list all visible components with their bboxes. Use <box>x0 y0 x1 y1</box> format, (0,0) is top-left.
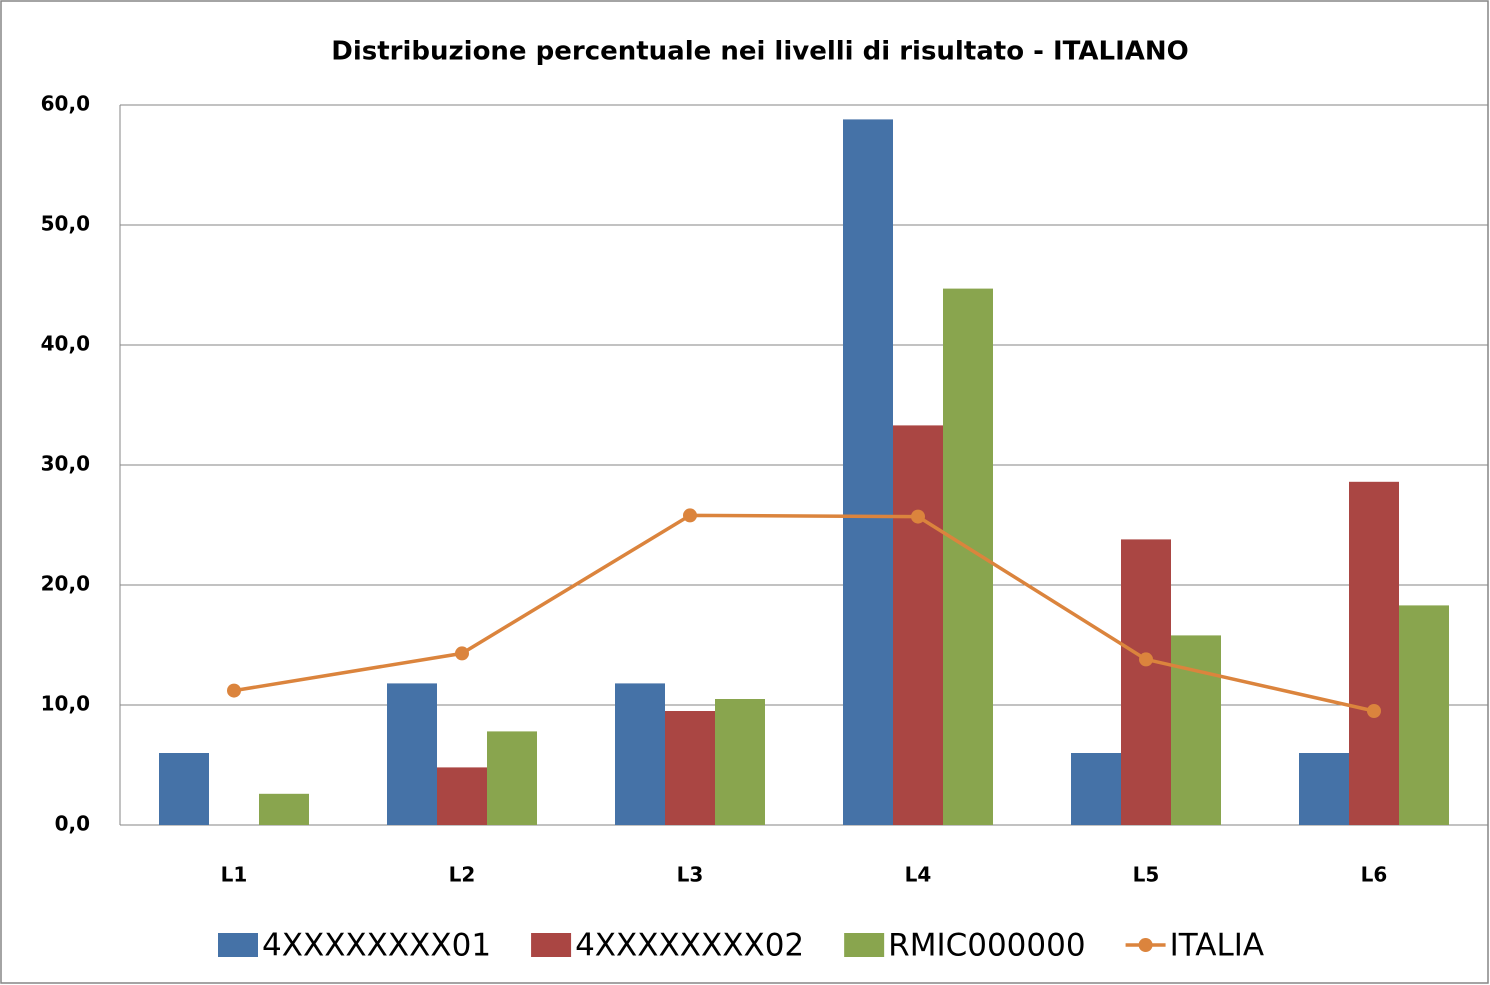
marker <box>1139 652 1153 667</box>
legend-label: 4XXXXXXXX02 <box>575 928 804 964</box>
line <box>233 513 1375 713</box>
legend-label: RMIC000000 <box>888 928 1085 964</box>
legend-swatch <box>844 933 885 957</box>
marker <box>227 683 241 698</box>
y-tick-label: 0,0 <box>55 812 90 836</box>
bar <box>615 683 665 825</box>
legend-label: 4XXXXXXXX01 <box>262 928 491 964</box>
x-tick-label: L5 <box>1133 863 1160 887</box>
bar <box>387 683 437 825</box>
bar <box>715 699 765 825</box>
bar <box>437 767 487 825</box>
bar <box>487 731 537 825</box>
x-tick-label: L3 <box>677 863 704 887</box>
y-tick-label: 40,0 <box>41 332 90 356</box>
marker <box>1367 704 1381 718</box>
x-tick-label: L4 <box>905 863 932 887</box>
bar <box>1121 539 1171 825</box>
marker <box>455 646 469 661</box>
x-tick-label: L1 <box>221 863 248 887</box>
bar <box>943 288 993 826</box>
x-tick-label: L2 <box>449 863 476 887</box>
bar <box>159 753 209 825</box>
bar <box>665 711 715 825</box>
bar <box>1349 481 1399 825</box>
legend-swatch <box>531 933 572 957</box>
legend-swatch <box>218 933 258 957</box>
bar <box>259 793 309 825</box>
legend-marker <box>1138 938 1153 952</box>
x-tick-label: L6 <box>1361 863 1388 887</box>
bar <box>1299 753 1349 825</box>
bar <box>843 119 893 825</box>
y-tick-label: 60,0 <box>41 92 90 116</box>
legend-label: ITALIA <box>1170 928 1265 964</box>
bar <box>1399 605 1449 825</box>
bar <box>893 425 943 825</box>
bar <box>1071 753 1121 825</box>
y-tick-label: 30,0 <box>41 452 90 476</box>
y-tick-label: 50,0 <box>41 212 90 236</box>
y-tick-label: 20,0 <box>41 572 90 596</box>
marker <box>911 509 925 524</box>
bar <box>1171 635 1221 825</box>
chart-title: Distribuzione percentuale nei livelli di… <box>331 37 1188 67</box>
y-tick-label: 10,0 <box>41 692 90 716</box>
marker <box>683 508 697 523</box>
